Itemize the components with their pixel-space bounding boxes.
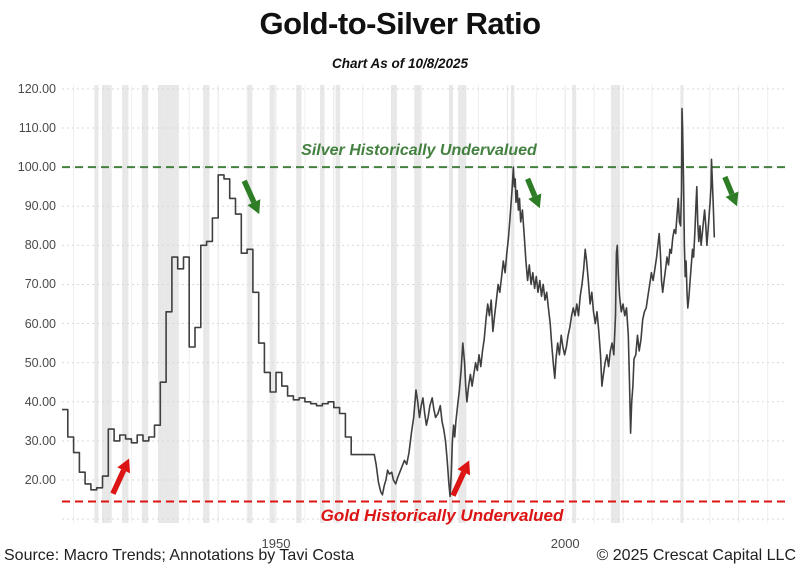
source-credit: Source: Macro Trends; Annotations by Tav… bbox=[4, 547, 355, 564]
recession-band bbox=[681, 85, 684, 523]
red-up-arrow-1980s bbox=[450, 471, 467, 497]
recession-band bbox=[158, 85, 179, 523]
recession-band bbox=[510, 85, 515, 523]
chart-subtitle: Chart As of 10/8/2025 bbox=[331, 56, 469, 71]
gold-undervalued-label: Gold Historically Undervalued bbox=[320, 506, 564, 525]
y-axis-label: 70.00 bbox=[24, 277, 56, 292]
recession-band bbox=[102, 85, 112, 523]
y-axis-label: 110.00 bbox=[18, 121, 56, 136]
red-up-arrow-1920s-head bbox=[117, 458, 130, 474]
green-down-arrow-2025 bbox=[722, 175, 735, 196]
y-axis-label: 30.00 bbox=[24, 433, 56, 448]
y-axis-label: 80.00 bbox=[24, 238, 56, 253]
green-down-arrow-1990s bbox=[525, 177, 538, 198]
recession-band bbox=[296, 85, 302, 523]
ratio-line bbox=[62, 107, 716, 498]
x-axis-label: 2000 bbox=[550, 536, 580, 551]
silver-undervalued-label: Silver Historically Undervalued bbox=[301, 142, 537, 159]
green-down-arrow-1940s-head bbox=[247, 199, 261, 215]
y-axis-label: 100.00 bbox=[17, 160, 56, 175]
green-down-arrow-1940s bbox=[241, 179, 257, 204]
recession-band bbox=[335, 85, 341, 523]
recession-band bbox=[94, 85, 99, 523]
recession-band bbox=[122, 85, 129, 523]
red-up-arrow-1980s-head bbox=[457, 460, 471, 476]
recession-band bbox=[414, 85, 422, 523]
recession-band bbox=[449, 85, 453, 523]
recession-band bbox=[269, 85, 275, 523]
green-down-arrow-2025-head bbox=[725, 191, 739, 207]
x-axis-label: 1950 bbox=[261, 536, 291, 551]
green-down-arrow-1990s-head bbox=[528, 193, 542, 209]
y-axis-label: 60.00 bbox=[24, 316, 56, 331]
recession-band bbox=[203, 85, 210, 523]
red-up-arrow-1920s bbox=[110, 469, 127, 495]
recession-band bbox=[247, 85, 253, 523]
recession-band bbox=[458, 85, 467, 523]
y-axis-label: 120.00 bbox=[17, 81, 56, 96]
y-axis-label: 20.00 bbox=[24, 472, 56, 487]
chart-title: Gold-to-Silver Ratio bbox=[259, 6, 541, 41]
recession-band bbox=[572, 85, 577, 523]
y-axis-label: 40.00 bbox=[24, 394, 56, 409]
y-axis-label: 90.00 bbox=[24, 199, 56, 214]
copyright: © 2025 Crescat Capital LLC bbox=[596, 547, 796, 564]
recession-band bbox=[141, 85, 149, 523]
recession-band bbox=[391, 85, 397, 523]
recession-band bbox=[319, 85, 325, 523]
y-axis-label: 50.00 bbox=[24, 355, 56, 370]
